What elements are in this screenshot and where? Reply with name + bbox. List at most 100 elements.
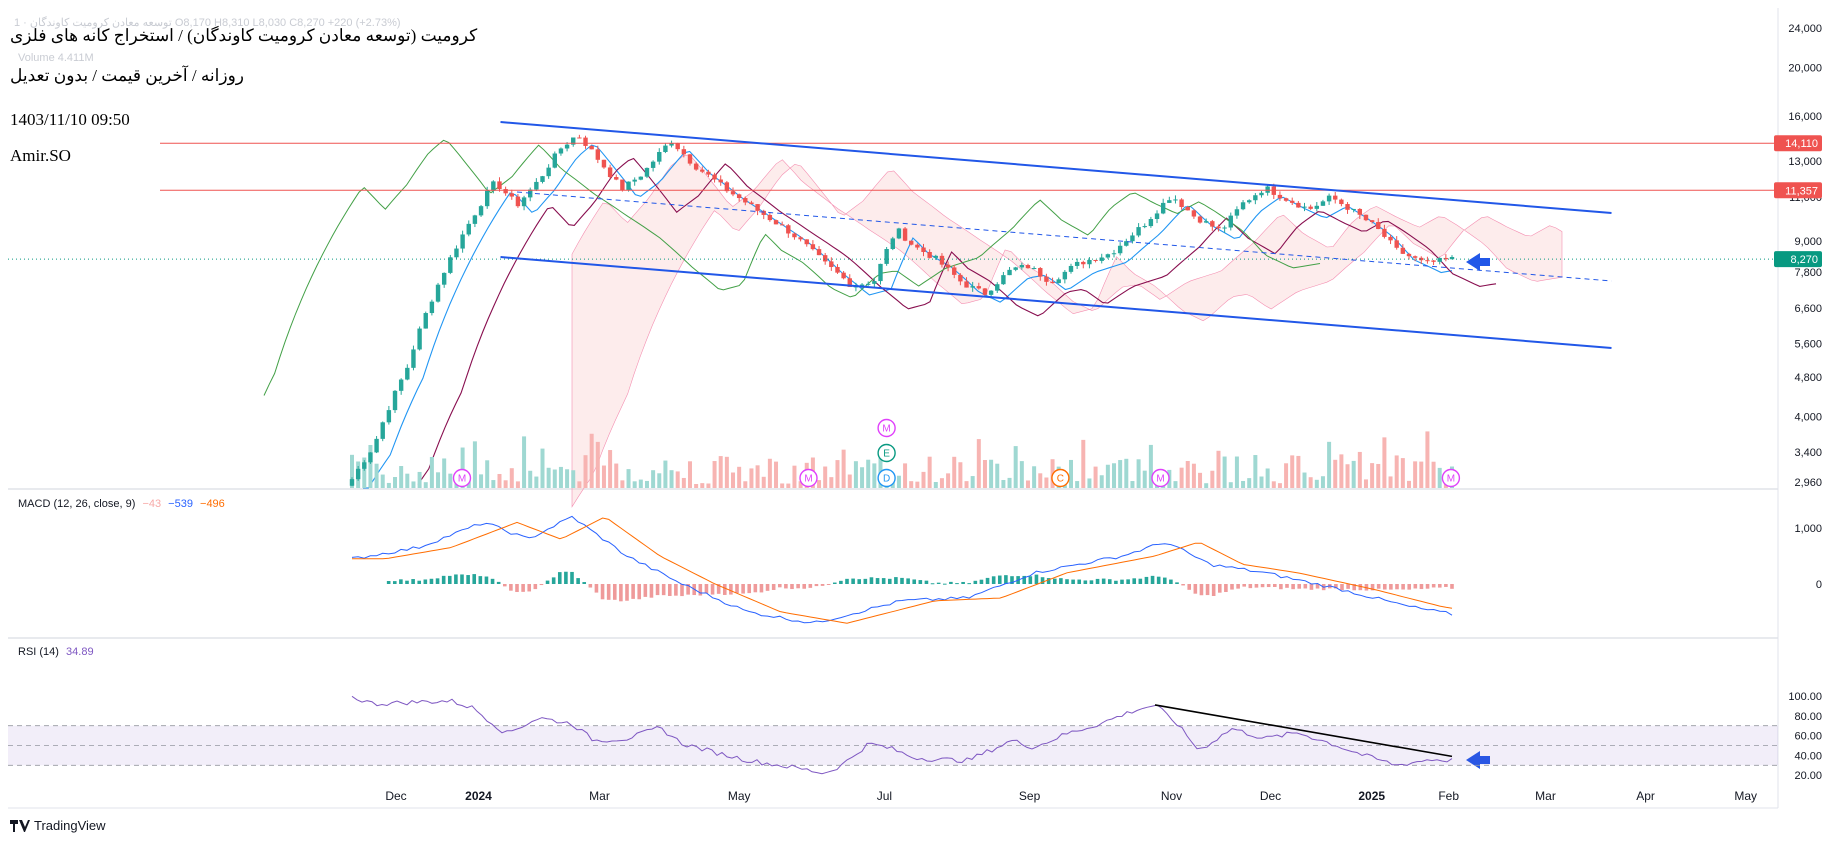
- macd-histogram-bar: [1254, 584, 1259, 588]
- macd-histogram-bar: [570, 571, 574, 584]
- candle-body: [540, 176, 545, 182]
- candle-body: [564, 144, 570, 149]
- volume-bar: [644, 480, 649, 488]
- macd-histogram-bar: [1162, 577, 1167, 584]
- candle-body: [933, 255, 938, 258]
- time-axis[interactable]: Dec 2024 Mar May Jul Sep Nov Dec 2025 Feb Mar Apr Ma…: [385, 789, 1757, 803]
- candle-body: [1369, 220, 1375, 223]
- macd-histogram-bar: [1004, 575, 1008, 584]
- volume-bar: [1081, 439, 1086, 488]
- macd-histogram-bar: [973, 580, 978, 584]
- macd-histogram-bar: [429, 578, 434, 584]
- macd-signal-value: −496: [200, 498, 225, 510]
- candle-body: [1363, 214, 1369, 221]
- volume-bar: [1413, 461, 1418, 488]
- macd-histogram-bar: [1285, 584, 1289, 588]
- price-level-tag: [1774, 182, 1822, 199]
- macd-histogram-bar: [1077, 579, 1082, 584]
- macd-histogram-bar: [1028, 576, 1033, 584]
- macd-histogram-bar: [386, 581, 391, 584]
- macd-histogram-bar: [1334, 584, 1338, 589]
- candle-body: [1038, 268, 1043, 277]
- candle-body: [1296, 202, 1301, 208]
- macd-histogram-bar: [619, 584, 623, 602]
- volume-bar: [896, 475, 901, 488]
- candle-body: [810, 244, 816, 250]
- macd-histogram-bar: [1205, 584, 1210, 596]
- macd-histogram-bar: [1309, 584, 1314, 590]
- price-axis[interactable]: 24,00020,00016,00013,00011,0009,0007,800…: [1774, 23, 1822, 782]
- timestamp: 1403/11/10 09:50: [10, 110, 130, 129]
- macd-histogram-bar: [1376, 584, 1381, 589]
- volume-bar: [632, 481, 637, 488]
- candle-body: [380, 422, 385, 439]
- macd-histogram-bar: [826, 584, 831, 585]
- tradingview-logo[interactable]: TradingView: [10, 818, 106, 833]
- candle-body: [595, 149, 601, 160]
- candle-body: [626, 181, 631, 191]
- macd-histogram-bar: [1211, 584, 1216, 596]
- candle-body: [1326, 195, 1332, 202]
- macd-legend[interactable]: MACD (12, 26, close, 9) −43 −539 −496: [18, 498, 225, 510]
- price-tick-label: 16,000: [1788, 111, 1822, 123]
- volume-bar: [509, 468, 514, 488]
- volume-bar: [638, 479, 643, 488]
- channel-mid-line: [516, 191, 1612, 282]
- volume-bar: [546, 467, 551, 488]
- candle-body: [1419, 257, 1424, 261]
- volume-bar: [976, 439, 981, 488]
- candle-body: [1345, 204, 1350, 210]
- price-tick-label: 7,800: [1794, 267, 1822, 279]
- volume-bar: [1382, 437, 1387, 488]
- volume-bar: [847, 474, 852, 488]
- candle-body: [724, 182, 730, 192]
- event-marker-badge: [1151, 468, 1170, 488]
- macd-histogram-bar: [399, 579, 403, 584]
- volume-bar: [1290, 455, 1295, 488]
- volume-bar: [1271, 481, 1276, 488]
- event-markers[interactable]: M M D E M C M M: [452, 418, 1461, 488]
- volume-bar: [958, 462, 963, 488]
- macd-histogram-bar: [704, 584, 709, 594]
- macd-histogram-bar: [949, 581, 953, 584]
- candle-body: [1259, 192, 1264, 196]
- macd-histogram-bar: [765, 584, 770, 591]
- event-marker-letter: C: [1057, 474, 1064, 485]
- candle-body: [909, 240, 914, 245]
- volume-bar: [841, 449, 846, 488]
- rsi-title: RSI (14): [18, 646, 59, 658]
- volume-bar: [1259, 476, 1264, 488]
- macd-histogram-bar: [631, 584, 635, 599]
- macd-histogram-bar: [845, 578, 849, 584]
- volume-bar: [620, 480, 625, 488]
- price-tick-label: 4,800: [1794, 372, 1822, 384]
- volume-bar: [386, 482, 391, 488]
- drawings[interactable]: [8, 121, 1778, 769]
- macd-histogram-bar: [1370, 584, 1375, 591]
- macd-histogram-bar: [979, 579, 984, 584]
- macd-histogram-bar: [423, 579, 428, 584]
- macd-histogram-bar: [1120, 579, 1124, 584]
- rsi-legend[interactable]: RSI (14) 34.89: [18, 646, 94, 658]
- macd-histogram-bar: [1431, 584, 1436, 588]
- macd-histogram-bar: [1437, 584, 1442, 588]
- candle-body: [435, 284, 441, 302]
- volume-bar: [417, 471, 422, 488]
- volume-bar: [995, 463, 1000, 488]
- candle-body: [1111, 253, 1117, 255]
- candle-body: [1400, 247, 1406, 254]
- macd-histogram-bar: [612, 584, 617, 600]
- candle-body: [792, 233, 797, 238]
- macd-histogram-bar: [832, 582, 837, 584]
- macd-tick-label: 0: [1816, 579, 1822, 591]
- rsi-arrow-marker: [1466, 751, 1490, 769]
- volume-bar: [614, 463, 619, 488]
- volume-bar: [503, 480, 508, 488]
- candle-body: [1154, 213, 1160, 220]
- volume-bar: [792, 465, 797, 488]
- volume-bar: [1357, 451, 1362, 488]
- volume-bar: [1204, 483, 1209, 488]
- macd-histogram-bar: [936, 582, 941, 584]
- candle-body: [835, 267, 840, 273]
